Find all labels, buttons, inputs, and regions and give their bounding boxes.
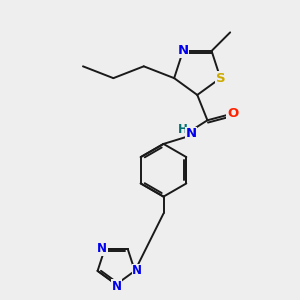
Text: N: N xyxy=(97,242,107,256)
Text: H: H xyxy=(178,123,188,136)
Text: N: N xyxy=(112,280,122,292)
Text: O: O xyxy=(227,107,238,120)
Text: S: S xyxy=(216,72,225,85)
Text: N: N xyxy=(132,264,142,278)
Text: N: N xyxy=(186,127,197,140)
Text: N: N xyxy=(177,44,189,58)
